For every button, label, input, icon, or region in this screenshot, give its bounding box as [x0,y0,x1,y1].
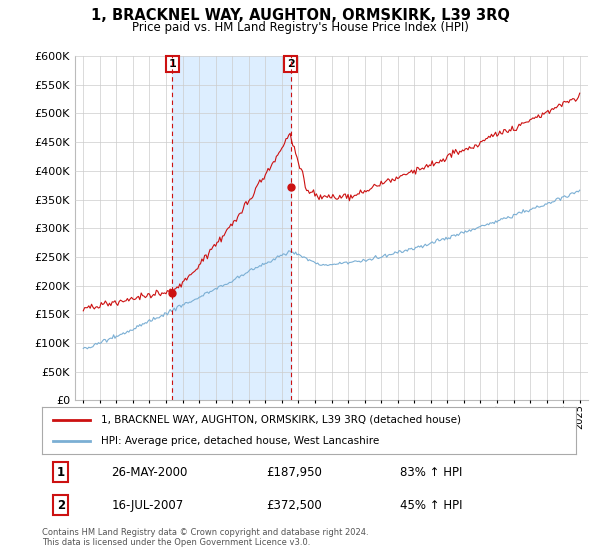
Text: 1: 1 [169,59,176,69]
Text: 1: 1 [56,465,65,479]
Text: 16-JUL-2007: 16-JUL-2007 [112,498,184,512]
Text: 2: 2 [287,59,295,69]
Text: HPI: Average price, detached house, West Lancashire: HPI: Average price, detached house, West… [101,436,379,446]
Bar [172,56,291,400]
Text: 45% ↑ HPI: 45% ↑ HPI [400,498,462,512]
Text: Contains HM Land Registry data © Crown copyright and database right 2024.
This d: Contains HM Land Registry data © Crown c… [42,528,368,547]
Text: £187,950: £187,950 [266,465,322,479]
Text: 1, BRACKNEL WAY, AUGHTON, ORMSKIRK, L39 3RQ (detached house): 1, BRACKNEL WAY, AUGHTON, ORMSKIRK, L39 … [101,414,461,424]
Text: 83% ↑ HPI: 83% ↑ HPI [400,465,462,479]
Text: 26-MAY-2000: 26-MAY-2000 [112,465,188,479]
Text: £372,500: £372,500 [266,498,322,512]
Text: 2: 2 [56,498,65,512]
Text: 1, BRACKNEL WAY, AUGHTON, ORMSKIRK, L39 3RQ: 1, BRACKNEL WAY, AUGHTON, ORMSKIRK, L39 … [91,8,509,24]
Text: Price paid vs. HM Land Registry's House Price Index (HPI): Price paid vs. HM Land Registry's House … [131,21,469,34]
